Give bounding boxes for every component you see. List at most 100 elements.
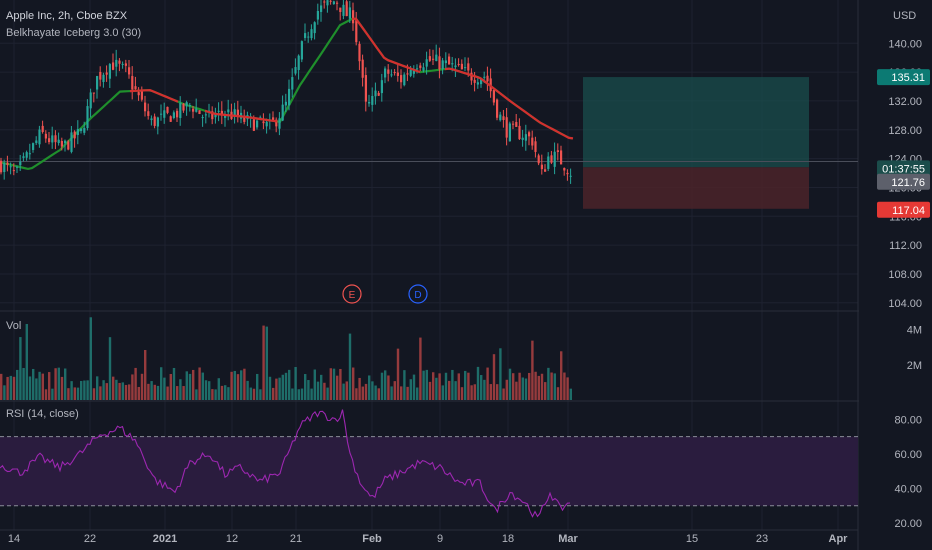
volume-bar: [32, 368, 35, 400]
volume-bar: [515, 381, 518, 400]
time-tick-label: 21: [290, 533, 302, 545]
volume-bar: [566, 377, 569, 400]
volume-bar: [332, 368, 336, 400]
candle-body: [211, 111, 214, 120]
volume-bar: [230, 371, 233, 400]
candle-body: [566, 172, 569, 175]
volume-bar: [12, 376, 16, 400]
rsi-label[interactable]: RSI (14, close): [6, 408, 79, 420]
volume-bar: [121, 382, 124, 400]
candle-body: [336, 2, 339, 4]
candle-body: [156, 117, 159, 127]
volume-bar: [92, 388, 96, 400]
candle-body: [406, 73, 409, 75]
candle-body: [192, 108, 195, 112]
volume-bar: [243, 368, 246, 400]
volume-bar: [403, 370, 406, 400]
time-axis[interactable]: 14 22 2021 12 21 Feb 9 18 Mar 15 23 Apr: [8, 533, 848, 545]
rsi-line: [0, 409, 571, 518]
candle-body: [320, 5, 323, 12]
candle-body: [486, 75, 489, 82]
price-axis[interactable]: 140.00136.00132.00128.00124.00120.00116.…: [859, 0, 932, 550]
volume-bar: [313, 369, 316, 400]
volume-bar: [432, 372, 435, 400]
volume-bar: [67, 388, 70, 400]
volume-bar: [384, 370, 387, 400]
volume-bar: [540, 373, 544, 400]
volume-bar: [428, 381, 432, 400]
candle-body: [563, 167, 566, 171]
ma-down-segment: [204, 109, 278, 123]
volume-bar: [502, 388, 505, 400]
volume-label[interactable]: Vol: [6, 320, 22, 332]
volume-bar: [521, 377, 524, 400]
candle-body: [323, 1, 326, 3]
countdown-label-tag: [877, 160, 930, 177]
volume-bar: [182, 386, 185, 400]
candle-body: [403, 74, 406, 86]
candle-body: [307, 36, 310, 38]
rsi-series: [0, 409, 858, 518]
ma-down-segment: [351, 17, 421, 74]
candle-body: [550, 155, 553, 163]
long-position-zones[interactable]: [0, 77, 858, 209]
volume-bar: [252, 388, 256, 400]
volume-bar: [214, 389, 217, 400]
volume-bar: [320, 374, 323, 400]
rsi-tick-label: 80.00: [894, 414, 922, 426]
candle-body: [265, 121, 268, 127]
candle-body: [278, 118, 281, 129]
candle-body: [121, 63, 124, 65]
candle-body: [368, 102, 371, 104]
volume-bar: [150, 381, 153, 400]
candle-body: [64, 140, 67, 144]
volume-bar: [316, 381, 320, 400]
candle-body: [51, 135, 54, 143]
target-price-label-tag: [877, 69, 930, 86]
candle-body: [416, 68, 419, 70]
volume-bar: [211, 389, 214, 400]
candle-body: [412, 70, 415, 74]
candle-body: [32, 143, 35, 150]
time-tick-label: 22: [84, 533, 96, 545]
volume-bar: [118, 382, 121, 400]
rsi-tick-label: 20.00: [894, 518, 922, 530]
volume-bar: [563, 372, 566, 400]
time-tick-label: 15: [686, 533, 698, 545]
volume-bar: [102, 380, 105, 400]
candle-body: [275, 119, 278, 127]
symbol-title[interactable]: Apple Inc, 2h, Cboe BZX: [6, 10, 128, 22]
volume-bar: [176, 386, 179, 400]
candle-body: [390, 74, 393, 76]
candle-body: [3, 163, 6, 173]
event-marker-d: [408, 284, 428, 304]
candle-body: [540, 164, 543, 170]
last-price-label: 121.76: [891, 177, 925, 189]
candle-body: [262, 121, 265, 124]
volume-bar: [9, 375, 12, 400]
candle-body: [508, 123, 511, 142]
candle-body: [284, 101, 287, 106]
candle-body: [476, 82, 479, 85]
candle-body: [460, 63, 463, 70]
volume-bar: [480, 375, 483, 400]
candle-body: [492, 90, 495, 103]
candle-body: [569, 175, 572, 177]
candle-body: [70, 132, 73, 152]
candle-body: [22, 156, 25, 158]
volume-bar: [96, 376, 99, 400]
indicator-label[interactable]: Belkhayate Iceberg 3.0 (30): [6, 27, 142, 39]
candle-body: [531, 137, 534, 146]
volume-bar: [556, 387, 560, 400]
candle-body: [25, 152, 28, 158]
volume-bar: [144, 349, 147, 400]
volume-bar: [99, 386, 102, 400]
candle-body: [99, 71, 102, 80]
candle-body: [326, 0, 329, 6]
candle-body: [291, 77, 294, 90]
volume-bar: [147, 383, 150, 400]
candle-body: [524, 134, 527, 141]
candle-body: [115, 59, 118, 67]
